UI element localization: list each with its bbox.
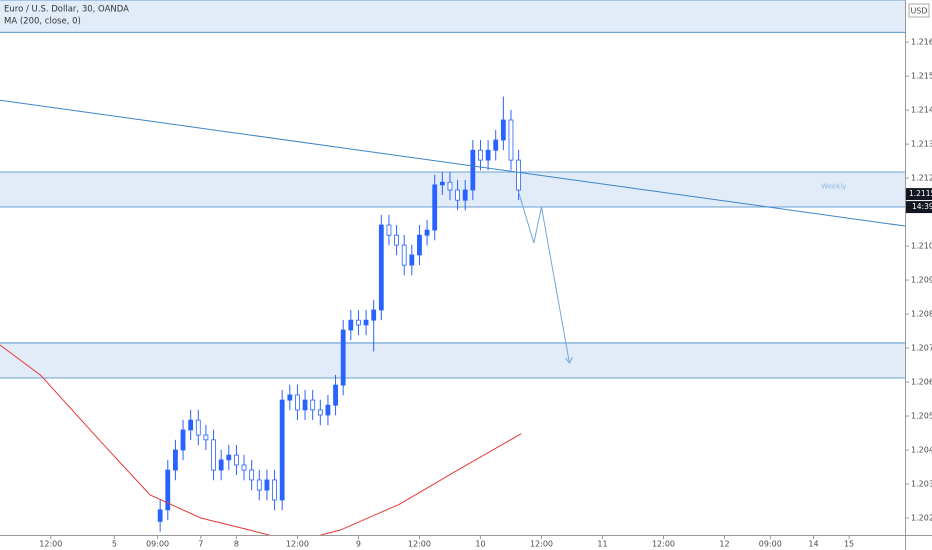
candle-body bbox=[394, 234, 399, 246]
zone bbox=[0, 342, 905, 378]
candle-body bbox=[348, 319, 354, 331]
x-tick-label: 09:00 bbox=[759, 540, 782, 549]
candle-body bbox=[500, 119, 506, 141]
y-tick-label: 1.21600 bbox=[911, 38, 932, 47]
x-tick-label: 09:00 bbox=[146, 540, 169, 549]
candle-body bbox=[317, 409, 323, 416]
candle-body bbox=[378, 224, 384, 311]
x-tick-label: 15 bbox=[844, 540, 854, 549]
candle-body bbox=[363, 319, 369, 326]
currency-box[interactable] bbox=[908, 3, 930, 18]
zone bbox=[0, 171, 905, 207]
y-tick-label: 1.20200 bbox=[911, 514, 932, 523]
trendline bbox=[0, 99, 905, 227]
candle-body bbox=[371, 309, 377, 321]
candle-body bbox=[157, 509, 163, 522]
candle-body bbox=[424, 229, 430, 236]
x-tick-label: 9 bbox=[356, 540, 361, 549]
y-tick-label: 1.21300 bbox=[911, 140, 932, 149]
candle-body bbox=[234, 454, 239, 466]
candle-body bbox=[249, 469, 255, 481]
y-tick-label: 1.21500 bbox=[911, 72, 932, 81]
y-tick-label: 1.20300 bbox=[911, 480, 932, 489]
y-tick-label: 1.21200 bbox=[911, 174, 932, 183]
y-tick-label: 1.20900 bbox=[911, 276, 932, 285]
candle-body bbox=[310, 399, 316, 411]
candle-body bbox=[478, 149, 483, 161]
candle-body bbox=[226, 454, 232, 461]
chart-title: Euro / U.S. Dollar, 30, OANDA bbox=[4, 5, 129, 15]
countdown: 14:39 bbox=[912, 202, 932, 211]
candle-body bbox=[180, 429, 186, 451]
candle-body bbox=[462, 189, 468, 201]
candle-body bbox=[295, 394, 300, 411]
candle-body bbox=[432, 184, 438, 231]
last-price: 1.21153 bbox=[909, 189, 932, 198]
x-tick-label: 5 bbox=[112, 540, 117, 549]
x-tick-label: 12:00 bbox=[286, 540, 309, 549]
x-tick-label: 7 bbox=[198, 540, 203, 549]
candle-body bbox=[516, 159, 521, 191]
indicator-label: MA (200, close, 0) bbox=[4, 17, 81, 27]
candle-body bbox=[409, 254, 415, 266]
plot-area: Weekly bbox=[0, 0, 905, 535]
forecast-arrowhead bbox=[565, 356, 573, 364]
candle-body bbox=[455, 189, 460, 201]
y-tick-label: 1.20700 bbox=[911, 344, 932, 353]
candle-body bbox=[188, 419, 194, 431]
candle-body bbox=[211, 439, 216, 471]
candle-body bbox=[241, 464, 247, 471]
x-tick-label: 11 bbox=[597, 540, 607, 549]
candle-body bbox=[333, 384, 338, 406]
forecast-path bbox=[518, 191, 570, 364]
candle-body bbox=[470, 149, 476, 191]
moving-average bbox=[0, 344, 522, 535]
y-tick-label: 1.21400 bbox=[911, 106, 932, 115]
candle-body bbox=[340, 329, 346, 386]
x-tick-label: 8 bbox=[234, 540, 239, 549]
candle-body bbox=[439, 181, 445, 186]
candle-body bbox=[447, 181, 453, 191]
candle-body bbox=[401, 244, 407, 266]
countdown-box bbox=[906, 201, 932, 214]
candle-body bbox=[195, 419, 201, 436]
x-tick-label: 12:00 bbox=[39, 540, 62, 549]
candle-body bbox=[386, 224, 392, 236]
candle-body bbox=[356, 319, 361, 326]
y-tick-label: 1.20500 bbox=[911, 412, 932, 421]
candle-body bbox=[165, 469, 171, 511]
y-tick-label: 1.20400 bbox=[911, 446, 932, 455]
x-tick-label: 10 bbox=[475, 540, 485, 549]
candle-body bbox=[218, 459, 224, 471]
y-tick-label: 1.20600 bbox=[911, 378, 932, 387]
x-tick-label: 12:00 bbox=[408, 540, 431, 549]
candle-body bbox=[173, 449, 178, 471]
candle-body bbox=[272, 479, 277, 501]
y-tick-label: 1.21000 bbox=[911, 242, 932, 251]
candle-body bbox=[325, 404, 331, 416]
candle-body bbox=[508, 119, 514, 161]
candle-body bbox=[256, 479, 262, 491]
y-tick-label: 1.20800 bbox=[911, 310, 932, 319]
x-tick-label: 12:00 bbox=[530, 540, 553, 549]
x-tick-label: 14 bbox=[808, 540, 818, 549]
last-price-box bbox=[906, 188, 932, 201]
x-tick-label: 12 bbox=[719, 540, 729, 549]
candle-body bbox=[264, 479, 270, 491]
candle-body bbox=[485, 149, 491, 161]
candle-body bbox=[302, 399, 308, 411]
candle-body bbox=[287, 394, 293, 401]
candle-body bbox=[279, 399, 285, 501]
candle-body bbox=[493, 139, 499, 151]
zone bbox=[0, 0, 905, 33]
currency[interactable]: USD bbox=[910, 7, 927, 16]
candle-body bbox=[417, 234, 422, 256]
x-tick-label: 12:00 bbox=[652, 540, 675, 549]
candle-body bbox=[203, 434, 209, 441]
zone-label: Weekly bbox=[821, 183, 846, 191]
